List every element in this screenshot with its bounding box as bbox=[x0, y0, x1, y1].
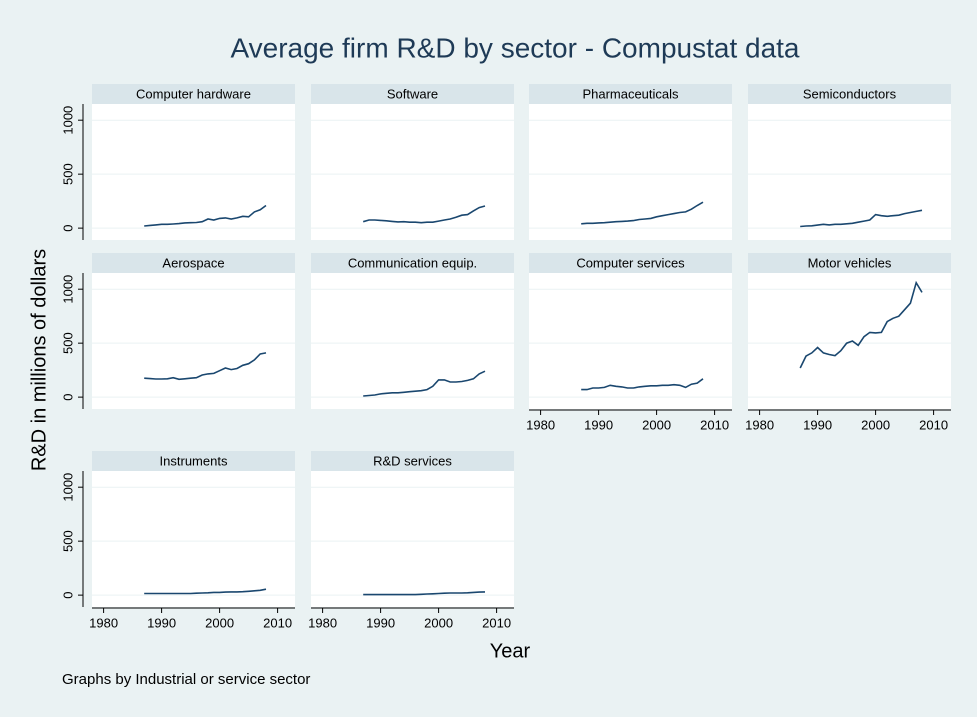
panel-title: Communication equip. bbox=[348, 255, 477, 270]
panel-title: Instruments bbox=[160, 453, 228, 468]
x-tick-label: 1990 bbox=[147, 615, 176, 630]
x-tick-label: 2000 bbox=[424, 615, 453, 630]
x-tick-label: 2000 bbox=[861, 417, 890, 432]
line bbox=[581, 378, 704, 391]
x-tick-label: 1990 bbox=[584, 417, 613, 432]
strip bbox=[311, 451, 514, 471]
x-tick-label: 2000 bbox=[642, 417, 671, 432]
x-tick-label: 2000 bbox=[205, 615, 234, 630]
line bbox=[581, 201, 704, 225]
strip bbox=[529, 253, 732, 273]
line bbox=[800, 209, 923, 228]
y-tick-label: 500 bbox=[60, 530, 75, 552]
x-tick-label: 1990 bbox=[366, 615, 395, 630]
plot-area bbox=[529, 104, 732, 240]
line bbox=[362, 205, 486, 224]
strip bbox=[748, 253, 951, 273]
x-tick-label: 1980 bbox=[526, 417, 555, 432]
plot-area bbox=[311, 104, 514, 240]
y-axis-label: R&D in millions of dollars bbox=[28, 249, 50, 471]
line bbox=[144, 204, 267, 227]
chart-title: Average firm R&D by sector - Compustat d… bbox=[230, 32, 799, 63]
x-tick-label: 1980 bbox=[308, 615, 337, 630]
y-tick-label: 1000 bbox=[60, 106, 75, 135]
x-tick-label: 2010 bbox=[700, 417, 729, 432]
strip bbox=[748, 84, 951, 104]
x-tick-label: 2010 bbox=[482, 615, 511, 630]
x-tick-label: 1980 bbox=[745, 417, 774, 432]
plot-area bbox=[311, 273, 514, 409]
line bbox=[363, 370, 486, 397]
strip bbox=[311, 84, 514, 104]
strip bbox=[92, 84, 295, 104]
x-tick-label: 2010 bbox=[263, 615, 292, 630]
y-tick-label: 500 bbox=[60, 332, 75, 354]
plot-area bbox=[748, 104, 951, 240]
plot-area bbox=[529, 273, 732, 409]
note: Graphs by Industrial or service sector bbox=[62, 671, 310, 688]
line bbox=[363, 591, 486, 596]
y-tick-label: 1000 bbox=[60, 473, 75, 502]
plot-area bbox=[311, 471, 514, 607]
panel-title: Software bbox=[387, 86, 438, 101]
panel-title: Aerospace bbox=[162, 255, 224, 270]
panel-title: Pharmaceuticals bbox=[582, 86, 679, 101]
line bbox=[144, 352, 267, 381]
panel-title: Motor vehicles bbox=[808, 255, 892, 270]
y-tick-label: 1000 bbox=[60, 275, 75, 304]
line bbox=[799, 280, 923, 369]
panel-title: Semiconductors bbox=[803, 86, 897, 101]
plot-area bbox=[92, 471, 295, 607]
x-tick-label: 1990 bbox=[803, 417, 832, 432]
x-tick-label: 2010 bbox=[919, 417, 948, 432]
panel-title: Computer services bbox=[576, 255, 685, 270]
plot-area bbox=[92, 104, 295, 240]
strip bbox=[529, 84, 732, 104]
y-tick-label: 0 bbox=[60, 394, 75, 401]
x-axis-label: Year bbox=[490, 640, 531, 662]
x-tick-label: 1980 bbox=[89, 615, 118, 630]
strip bbox=[92, 451, 295, 471]
panel-title: Computer hardware bbox=[136, 86, 251, 101]
strip bbox=[92, 253, 295, 273]
y-tick-label: 500 bbox=[60, 163, 75, 185]
strip bbox=[311, 253, 514, 273]
y-tick-label: 0 bbox=[60, 225, 75, 232]
panel-title: R&D services bbox=[373, 453, 452, 468]
y-tick-label: 0 bbox=[60, 592, 75, 599]
plot-area bbox=[748, 273, 951, 409]
plot-area bbox=[92, 273, 295, 409]
line bbox=[144, 588, 267, 595]
